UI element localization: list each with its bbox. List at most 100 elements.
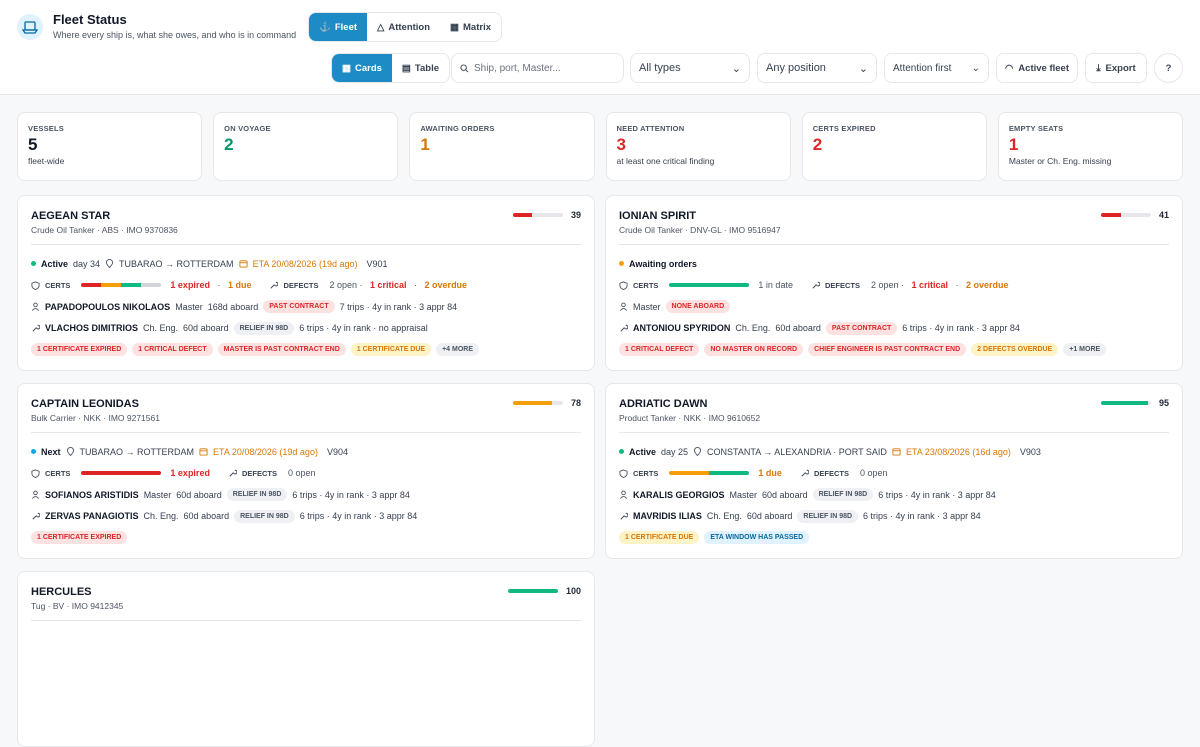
score-track [1100, 401, 1151, 405]
crew-aboard: 60d aboard [183, 323, 229, 334]
defects-label: DEFECTS [283, 280, 319, 290]
crew-row: ANTONIOU SPYRIDON Ch. Eng. 60d aboard PAST … [619, 318, 1169, 340]
certs-text: 1 in date [758, 280, 793, 291]
select-label: Attention first [893, 62, 952, 74]
certs-text: 1 expired [170, 280, 210, 291]
crew-badge: PAST CONTRACT [825, 321, 898, 335]
day: day 34 [73, 258, 101, 269]
crew-aboard: 60d aboard [775, 323, 821, 334]
stat-value: 3 [616, 135, 626, 154]
active-fleet-button[interactable]: ◠ Active fleet [996, 53, 1078, 83]
tab[interactable]: ▦ Matrix [450, 21, 491, 33]
page-title: Fleet Status [53, 12, 127, 27]
tag-row: 1 CERTIFICATE EXPIRED 1 CRITICAL DEFECT MA… [31, 339, 581, 361]
score-track [512, 401, 563, 405]
stat-card: EMPTY SEATS 1 Master or Ch. Eng. missing [997, 112, 1184, 181]
stat-card: ON VOYAGE 2 [213, 112, 399, 181]
crew-name: VLACHOS DIMITRIOS [45, 323, 139, 334]
stat-value: 5 [28, 135, 38, 154]
route: TUBARAO → ROTTERDAM [79, 446, 195, 457]
search-placeholder: Ship, port, Master... [474, 62, 561, 74]
score-track [1100, 213, 1151, 217]
select-label: Any position [766, 62, 826, 74]
ship-card[interactable]: ADRIATIC DAWN Product Tanker · NKK · IMO … [605, 383, 1183, 559]
ship-subtitle: Tug · BV · IMO 9412345 [31, 601, 124, 611]
tab[interactable]: △ Attention [377, 21, 431, 33]
certs-text: 1 expired [170, 468, 210, 479]
page-subtitle: Where every ship is, what she owes, and … [53, 30, 297, 40]
view-button[interactable]: ▦ Cards [332, 54, 392, 82]
stat-label: ON VOYAGE [224, 124, 271, 133]
ship-card[interactable]: CAPTAIN LEONIDAS Bulk Carrier · NKK · IMO… [17, 383, 595, 559]
cert-segment [101, 283, 122, 288]
score-bar [507, 589, 558, 593]
icon [619, 281, 628, 290]
tab[interactable]: ⚓ Fleet [309, 13, 368, 41]
ship-name: AEGEAN STAR [31, 210, 111, 222]
ship-card[interactable]: HERCULES Tug · BV · IMO 9412345 100 [17, 571, 595, 747]
icon [619, 512, 629, 521]
score: 39 [512, 210, 581, 220]
defects-text: 2 open · [870, 280, 907, 291]
icon [31, 281, 40, 290]
crew-role: Master [633, 301, 661, 312]
tab-label: Fleet [334, 21, 358, 33]
sort-select[interactable]: Attention first ⌄ [884, 53, 989, 83]
crew-row: SOFIANOS ARISTIDIS Master 60d aboard RELIEF… [31, 484, 581, 506]
search-input[interactable]: Ship, port, Master... [451, 53, 624, 83]
help-button[interactable]: ? [1154, 53, 1183, 83]
divider [31, 620, 581, 621]
stat-label: CERTS EXPIRED [812, 124, 876, 133]
defects-text: 0 open [859, 468, 888, 479]
stat-note: at least one critical finding [616, 156, 715, 166]
score: 78 [512, 398, 581, 408]
view-button[interactable]: ▤ Table [401, 62, 440, 74]
crew-aboard: 168d aboard [207, 301, 259, 312]
certs-label: CERTS [45, 468, 71, 478]
tag-row: 1 CERTIFICATE EXPIRED [31, 527, 581, 549]
stat-card: AWAITING ORDERS 1 [409, 112, 595, 181]
type-select[interactable]: All types ⌄ [630, 53, 750, 83]
ship-card[interactable]: IONIAN SPIRIT Crude Oil Tanker · DNV-GL ·… [605, 195, 1183, 371]
button-label: Active fleet [1018, 62, 1069, 74]
button-label: Export [1105, 62, 1136, 74]
view-toggle: ▦ Cards ▤ Table [331, 53, 451, 83]
crew-aboard: 60d aboard [746, 511, 793, 522]
crew-badge: RELIEF IN 98D [797, 509, 859, 523]
score: 95 [1100, 398, 1169, 408]
tag: MASTER IS PAST CONTRACT END [217, 343, 346, 357]
header: Fleet Status Where every ship is, what s… [0, 0, 1200, 95]
icon [31, 512, 41, 521]
view-label: Table [414, 62, 440, 74]
defects-text: 1 critical [370, 280, 407, 291]
export-button[interactable]: ⤓ Export [1085, 53, 1147, 83]
stat-label: NEED ATTENTION [616, 124, 685, 133]
voyage: V903 [1019, 446, 1041, 457]
status: Next [41, 446, 61, 457]
status-row: Active day 25 CONSTANTA → ALEXANDRIA · POR… [619, 441, 1169, 463]
stat-label: AWAITING ORDERS [420, 124, 495, 133]
icon [228, 469, 238, 478]
status-row: Active day 34 TUBARAO → ROTTERDAM ETA 20/08… [31, 253, 581, 275]
position-select[interactable]: Any position ⌄ [757, 53, 877, 83]
crew-badge: RELIEF IN 98D [233, 321, 295, 335]
ship-subtitle: Bulk Carrier · NKK · IMO 9271561 [31, 413, 160, 423]
score-value: 39 [570, 210, 581, 220]
score-value: 41 [1158, 210, 1169, 220]
cert-bar [81, 283, 162, 288]
defects-text: 2 overdue [966, 280, 1009, 291]
cert-segment [141, 283, 162, 288]
tag: CHIEF ENGINEER IS PAST CONTRACT END [808, 343, 967, 357]
tag-row: 1 CERTIFICATE DUE ETA WINDOW HAS PASSED [619, 527, 1169, 549]
crew-row: KARALIS GEORGIOS Master 60d aboard RELIEF I… [619, 484, 1169, 506]
icon [31, 490, 40, 500]
tag: +4 MORE [436, 343, 480, 357]
tag: 1 CRITICAL DEFECT [132, 343, 213, 357]
certs-text: 1 due [758, 468, 782, 479]
crew-badge: RELIEF IN 98D [226, 488, 288, 502]
ship-card[interactable]: AEGEAN STAR Crude Oil Tanker · ABS · IMO … [17, 195, 595, 371]
icon [800, 469, 810, 478]
status-row: Awaiting orders [619, 253, 1169, 275]
tab-label: Attention [388, 21, 431, 33]
select-label: All types [639, 62, 681, 74]
